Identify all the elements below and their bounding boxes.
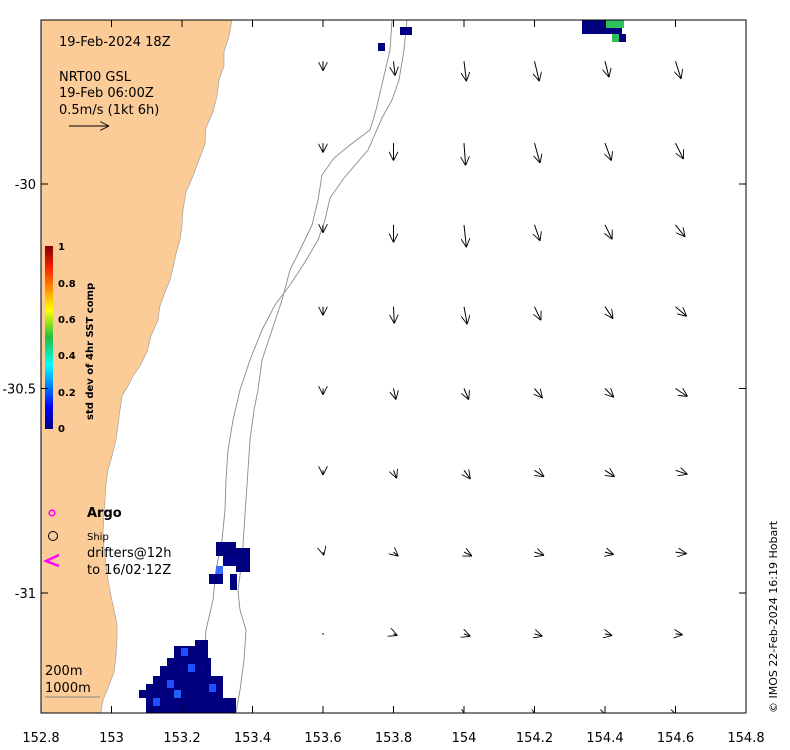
current-arrow [394, 306, 395, 324]
contour-1000m [195, 20, 408, 713]
current-arrow [323, 552, 324, 555]
current-arrow [322, 715, 324, 717]
current-arrow [464, 388, 469, 400]
current-arrow [675, 552, 687, 554]
colorbar [45, 246, 53, 429]
current-arrow [394, 634, 398, 636]
current-arrow [605, 306, 613, 319]
current-arrow [464, 224, 466, 247]
current-arrow [675, 306, 687, 317]
product-time: 19-Feb 06:00Z [59, 86, 154, 101]
colorbar-tick: 0.8 [58, 279, 76, 290]
current-arrow [675, 389, 688, 397]
legend-drifters-period: to 16/02·12Z [87, 563, 171, 578]
current-arrow [464, 470, 470, 479]
current-arrow [464, 61, 466, 81]
current-arrow [464, 552, 472, 556]
current-arrow [605, 224, 612, 239]
current-arrow [464, 306, 467, 325]
current-arrow [675, 470, 688, 474]
y-tick-label: -30 [15, 178, 36, 193]
x-tick-label: 154 [452, 731, 477, 746]
x-tick-label: 153.6 [304, 731, 341, 746]
current-arrow [605, 61, 609, 77]
colorbar-title: std dev of 4hr SST comp [85, 283, 96, 420]
x-tick-label: 153.8 [375, 731, 412, 746]
current-arrow [605, 470, 615, 476]
current-arrow [393, 715, 395, 717]
current-arrow [675, 142, 684, 159]
colorbar-tick: 0.2 [58, 388, 76, 399]
current-arrow [605, 634, 612, 636]
current-arrow [535, 224, 541, 241]
map-datetime: 19-Feb-2024 18Z [59, 35, 171, 50]
current-arrow [535, 142, 541, 163]
x-axis: 152.8 153 153.2 153.4 153.6 153.8 154 154.2 154.… [22, 20, 765, 746]
legend-ship: Ship [87, 532, 109, 543]
current-arrow [464, 634, 470, 636]
current-arrow [535, 470, 545, 476]
colorbar-tick: 0.6 [58, 315, 76, 326]
current-vectors [322, 61, 687, 717]
current-arrow [535, 388, 543, 399]
colorbar-tick: 1 [58, 242, 65, 253]
legend-drifters: drifters@12h [87, 546, 172, 561]
product-name: NRT00 GSL [59, 70, 132, 85]
current-arrow [676, 634, 683, 635]
sst-pixels [139, 20, 626, 713]
current-arrow [394, 388, 396, 400]
x-tick-label: 154.2 [516, 731, 553, 746]
argo-marker [48, 509, 56, 517]
legend-contour-200m: 200m [45, 664, 82, 679]
credit-text: © IMOS 22-Feb-2024 16:19 Hobart [767, 520, 780, 713]
current-arrow [676, 716, 678, 717]
x-tick-label: 154.6 [657, 731, 694, 746]
colorbar-ticks: 1 0.8 0.6 0.4 0.2 0 [58, 242, 76, 435]
x-tick-label: 154.4 [586, 731, 623, 746]
legend-argo: Argo [87, 506, 122, 521]
current-arrow [394, 470, 397, 478]
scale-label: 0.5m/s (1kt 6h) [59, 103, 159, 118]
legend-contour-1000m: 1000m [45, 681, 91, 696]
current-arrow [394, 552, 399, 556]
colorbar-tick: 0.4 [58, 351, 76, 362]
current-arrow [464, 143, 466, 165]
current-arrow [605, 716, 607, 717]
current-arrow [605, 552, 614, 554]
x-tick-label: 153 [99, 731, 124, 746]
current-arrow [535, 552, 545, 555]
current-arrow [535, 306, 541, 321]
y-tick-label: -31 [15, 587, 36, 602]
y-axis: -30 -30.5 -31 [2, 178, 746, 602]
x-tick-label: 153.2 [163, 731, 200, 746]
current-arrow [535, 716, 538, 718]
contour-200m [235, 20, 393, 713]
current-arrow [605, 389, 614, 398]
drifter-marker [42, 553, 60, 568]
land-mass [41, 20, 233, 713]
x-tick-label: 153.4 [234, 731, 271, 746]
x-tick-label: 152.8 [22, 731, 59, 746]
x-tick-label: 154.8 [727, 731, 764, 746]
current-arrow [322, 633, 324, 635]
current-arrow [675, 224, 686, 237]
y-tick-label: -30.5 [2, 383, 36, 398]
colorbar-tick: 0 [58, 424, 65, 435]
current-arrow [676, 61, 682, 79]
current-arrow [605, 142, 611, 161]
current-arrow [535, 61, 540, 81]
current-arrow [394, 61, 396, 75]
current-arrow [464, 716, 466, 718]
current-arrow [535, 634, 543, 636]
ship-marker [48, 531, 58, 541]
